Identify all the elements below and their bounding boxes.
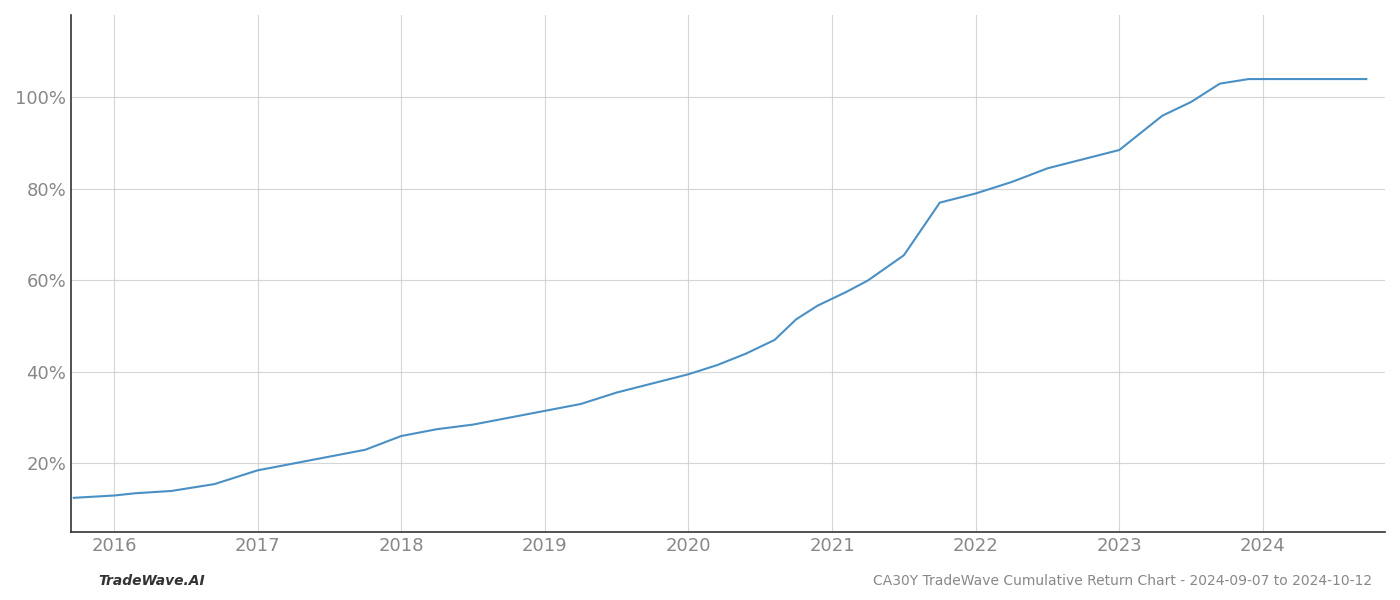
Text: TradeWave.AI: TradeWave.AI xyxy=(98,574,204,588)
Text: CA30Y TradeWave Cumulative Return Chart - 2024-09-07 to 2024-10-12: CA30Y TradeWave Cumulative Return Chart … xyxy=(872,574,1372,588)
